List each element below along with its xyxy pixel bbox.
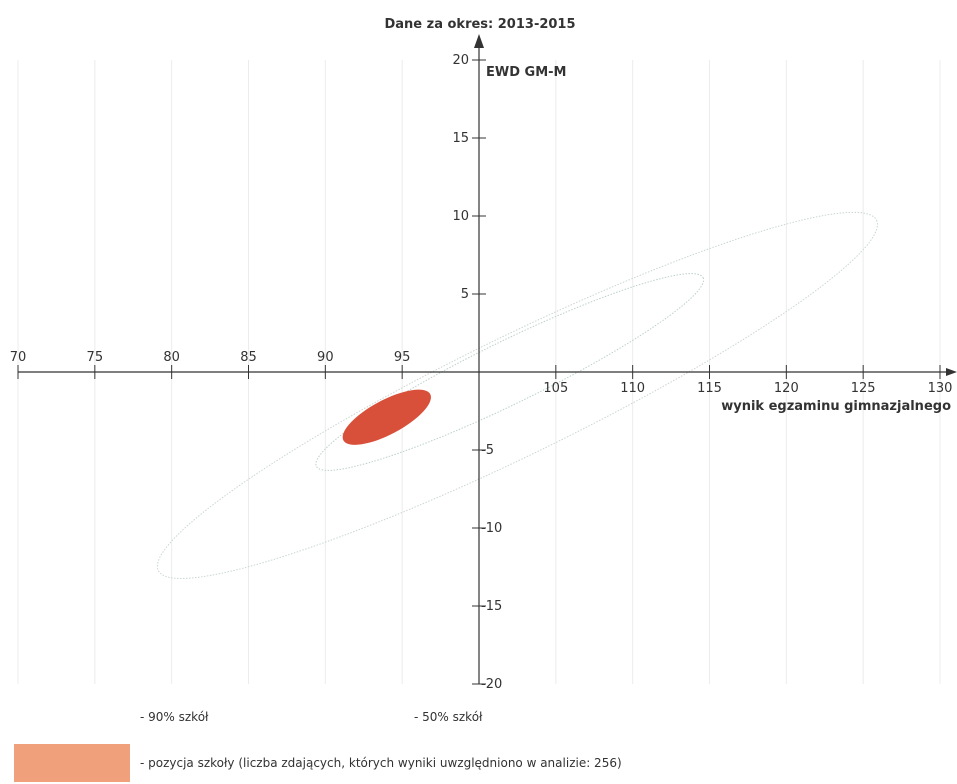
legend-school-swatch: [14, 744, 130, 782]
y-tick-label: 15: [452, 131, 469, 146]
y-tick-label: -15: [481, 599, 502, 614]
x-tick-label: 70: [10, 350, 27, 365]
axes: [18, 34, 957, 684]
y-axis-arrow: [474, 34, 484, 48]
y-axis-label: EWD GM-M: [486, 65, 566, 80]
y-tick-label: -20: [481, 677, 502, 692]
x-tick-label: 130: [928, 381, 953, 396]
x-tick-label: 105: [543, 381, 568, 396]
legend-school: - pozycja szkoły (liczba zdających, któr…: [140, 756, 622, 770]
x-tick-label: 85: [240, 350, 257, 365]
x-tick-label: 110: [620, 381, 645, 396]
x-tick-label: 90: [317, 350, 334, 365]
x-axis-arrow: [946, 368, 957, 376]
regions: [156, 211, 878, 579]
x-tick-label: 80: [163, 350, 180, 365]
y-tick-label: -10: [481, 521, 502, 536]
x-tick-label: 75: [87, 350, 104, 365]
region-90-ellipse: [156, 211, 878, 579]
x-tick-label: 120: [774, 381, 799, 396]
x-tick-label: 115: [697, 381, 722, 396]
region-50-ellipse: [315, 273, 705, 471]
x-tick-label: 125: [851, 381, 876, 396]
y-tick-label: 5: [461, 287, 469, 302]
y-tick-label: 10: [452, 209, 469, 224]
legend-50: - 50% szkół: [414, 710, 483, 724]
y-tick-label: -5: [481, 443, 494, 458]
y-tick-label: 20: [452, 53, 469, 68]
chart-title: Dane za okres: 2013-2015: [384, 17, 575, 32]
school-position-ellipse: [342, 389, 431, 445]
legend-90: - 90% szkół: [140, 710, 209, 724]
x-tick-label: 95: [394, 350, 411, 365]
x-axis-label: wynik egzaminu gimnazjalnego: [721, 399, 951, 414]
